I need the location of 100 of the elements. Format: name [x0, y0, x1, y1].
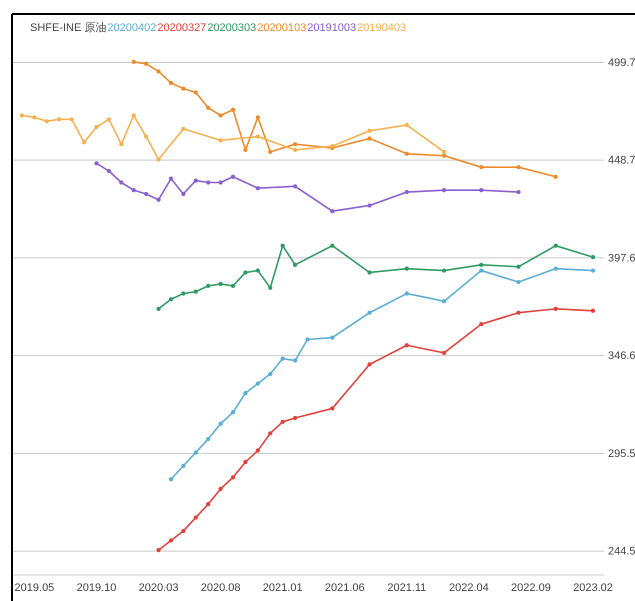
point [516, 310, 521, 315]
point [94, 161, 99, 166]
point [256, 381, 260, 386]
point [230, 475, 236, 480]
point [144, 192, 148, 196]
point [404, 343, 409, 348]
y-tick-label: 295.5 [608, 448, 635, 460]
point [44, 119, 49, 124]
point [367, 362, 372, 366]
point [181, 291, 186, 296]
point [132, 113, 136, 118]
point [132, 60, 136, 64]
point [367, 310, 372, 315]
text: 20200327 [157, 22, 206, 34]
y-tick-label: 448.7 [608, 154, 635, 167]
point [268, 431, 272, 436]
x-tick-label: 2021.01 [262, 582, 303, 594]
x-tick-label: 2019.10 [76, 582, 116, 594]
point [404, 266, 409, 271]
point [181, 528, 186, 534]
point [256, 448, 260, 453]
point [181, 464, 186, 468]
point [554, 174, 558, 179]
point [230, 410, 236, 414]
point [404, 152, 409, 156]
point [82, 140, 86, 144]
point [218, 113, 223, 118]
y-tick-label: 244.5 [608, 546, 635, 558]
point [554, 306, 558, 311]
point [119, 180, 124, 185]
x-tick-label: 2023.02 [573, 582, 613, 594]
point [168, 297, 174, 302]
point [268, 372, 272, 376]
point [442, 350, 446, 356]
point [516, 264, 521, 269]
point [194, 290, 198, 294]
point [268, 150, 272, 154]
point [292, 416, 298, 420]
x-tick-label: 2022.04 [448, 582, 489, 594]
point [292, 184, 298, 188]
x-tick-label: 2020.03 [138, 582, 178, 594]
point [206, 180, 210, 185]
point [156, 548, 161, 552]
point [181, 126, 186, 131]
point [144, 62, 148, 66]
point [181, 86, 186, 91]
point [590, 268, 596, 273]
point [218, 138, 223, 142]
point [168, 176, 174, 181]
point [590, 255, 596, 260]
x-tick-label: 2022.09 [511, 582, 551, 594]
point [156, 157, 161, 162]
point [367, 203, 372, 208]
point [268, 286, 272, 290]
point [256, 268, 260, 273]
point [206, 106, 210, 110]
text: 20200103 [257, 22, 306, 34]
point [156, 69, 161, 74]
x-tick-label: 2019.05 [14, 582, 54, 594]
point [168, 538, 174, 543]
y-tick-label: 346.6 [608, 350, 635, 362]
point [181, 192, 186, 196]
text: SHFE-INE 原油 [30, 21, 106, 34]
point [243, 460, 248, 464]
point [230, 284, 236, 288]
point [194, 90, 198, 95]
point [218, 422, 223, 426]
point [292, 142, 298, 146]
point [32, 115, 37, 120]
x-tick-label: 2020.08 [200, 582, 240, 594]
point [479, 322, 484, 326]
point [218, 180, 223, 185]
point [218, 486, 223, 491]
point [70, 117, 74, 122]
point [243, 270, 248, 275]
point [156, 306, 161, 311]
x-tick-label: 2021.06 [324, 582, 365, 594]
point [330, 244, 334, 248]
point [554, 244, 558, 248]
point [367, 128, 372, 133]
point [230, 174, 236, 179]
point [256, 115, 260, 120]
point [404, 190, 409, 194]
point [106, 117, 111, 122]
point [168, 477, 174, 482]
point [367, 136, 372, 141]
point [292, 262, 298, 267]
point [479, 165, 484, 170]
point [230, 108, 236, 112]
text: 20190403 [357, 22, 406, 34]
point [404, 122, 409, 128]
point [479, 268, 484, 273]
point [292, 148, 298, 152]
y-tick-label: 499.7 [608, 56, 635, 69]
point [206, 436, 210, 442]
point [194, 450, 198, 455]
point [516, 190, 521, 194]
point [590, 308, 596, 313]
x-tick-label: 2021.11 [387, 582, 426, 594]
point [132, 188, 136, 192]
